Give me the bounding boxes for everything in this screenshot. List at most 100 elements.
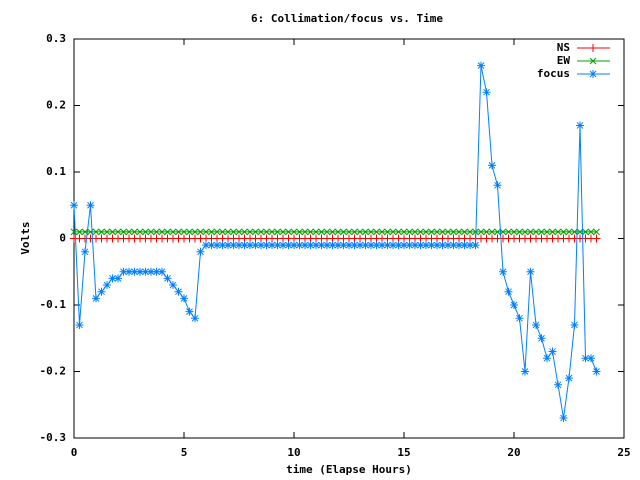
- point-marker: [378, 228, 386, 236]
- point-marker: [537, 334, 546, 343]
- point-marker: [345, 241, 353, 250]
- point-marker: [505, 228, 512, 236]
- point-marker: [548, 347, 557, 356]
- point-marker: [395, 228, 402, 236]
- point-marker: [70, 228, 78, 236]
- point-marker: [373, 228, 380, 236]
- point-marker: [592, 234, 601, 243]
- point-marker: [483, 228, 490, 236]
- point-marker: [213, 228, 221, 236]
- point-marker: [197, 228, 204, 236]
- point-marker: [394, 241, 403, 250]
- point-marker: [384, 228, 391, 236]
- point-marker: [549, 228, 556, 236]
- point-marker: [268, 241, 276, 250]
- y-tick-label: -0.2: [40, 365, 67, 378]
- point-marker: [213, 241, 221, 250]
- point-marker: [131, 228, 138, 236]
- point-marker: [427, 241, 436, 250]
- point-marker: [493, 181, 502, 190]
- x-tick-label: 0: [71, 446, 78, 459]
- point-marker: [125, 228, 133, 236]
- point-marker: [180, 228, 188, 236]
- x-tick-label: 20: [507, 446, 520, 459]
- point-marker: [543, 354, 551, 363]
- point-marker: [450, 228, 457, 236]
- point-marker: [312, 241, 320, 250]
- point-marker: [466, 228, 474, 236]
- point-marker: [251, 241, 260, 250]
- point-marker: [252, 228, 259, 236]
- point-marker: [526, 267, 535, 276]
- point-marker: [196, 247, 205, 256]
- point-marker: [208, 228, 215, 236]
- point-marker: [317, 241, 326, 250]
- legend-marker: [589, 57, 597, 65]
- point-marker: [153, 228, 160, 236]
- point-marker: [334, 241, 342, 250]
- point-marker: [279, 241, 287, 250]
- point-marker: [114, 274, 122, 283]
- point-marker: [560, 228, 567, 236]
- point-marker: [527, 228, 534, 236]
- point-marker: [516, 228, 523, 236]
- legend-label: focus: [537, 67, 570, 80]
- point-marker: [389, 241, 397, 250]
- point-marker: [257, 241, 265, 250]
- point-marker: [174, 287, 183, 296]
- point-marker: [169, 281, 177, 290]
- point-marker: [75, 320, 84, 329]
- x-tick-label: 10: [287, 446, 300, 459]
- point-marker: [532, 320, 540, 329]
- point-marker: [301, 228, 309, 236]
- point-marker: [120, 228, 127, 236]
- point-marker: [488, 161, 496, 170]
- point-marker: [263, 228, 270, 236]
- point-marker: [81, 247, 89, 256]
- point-marker: [329, 228, 336, 236]
- point-marker: [285, 228, 292, 236]
- point-marker: [334, 228, 342, 236]
- point-marker: [532, 228, 540, 236]
- point-marker: [142, 228, 149, 236]
- point-marker: [257, 228, 265, 236]
- point-marker: [224, 241, 232, 250]
- point-marker: [428, 228, 435, 236]
- point-marker: [504, 287, 513, 296]
- point-marker: [488, 228, 496, 236]
- point-marker: [494, 228, 501, 236]
- x-tick-label: 25: [617, 446, 630, 459]
- point-marker: [554, 228, 562, 236]
- legend-label: EW: [557, 54, 571, 67]
- point-marker: [400, 228, 408, 236]
- point-marker: [417, 228, 424, 236]
- point-marker: [202, 241, 210, 250]
- point-marker: [405, 241, 414, 250]
- point-marker: [290, 228, 298, 236]
- x-tick-label: 5: [181, 446, 188, 459]
- point-marker: [521, 367, 529, 376]
- point-marker: [362, 228, 369, 236]
- point-marker: [169, 228, 177, 236]
- point-marker: [581, 354, 590, 363]
- point-marker: [108, 274, 117, 283]
- point-marker: [339, 241, 348, 250]
- point-marker: [130, 267, 139, 276]
- point-marker: [92, 228, 100, 236]
- point-marker: [389, 228, 397, 236]
- point-marker: [262, 241, 271, 250]
- point-marker: [114, 228, 122, 236]
- point-marker: [92, 294, 100, 303]
- point-marker: [274, 228, 281, 236]
- point-marker: [565, 228, 573, 236]
- point-marker: [356, 241, 364, 250]
- y-tick-label: 0.3: [46, 32, 66, 45]
- point-marker: [323, 228, 331, 236]
- point-marker: [499, 267, 507, 276]
- point-marker: [367, 228, 375, 236]
- legend-marker: [589, 44, 597, 52]
- point-marker: [241, 228, 248, 236]
- point-marker: [471, 241, 480, 250]
- point-marker: [361, 241, 370, 250]
